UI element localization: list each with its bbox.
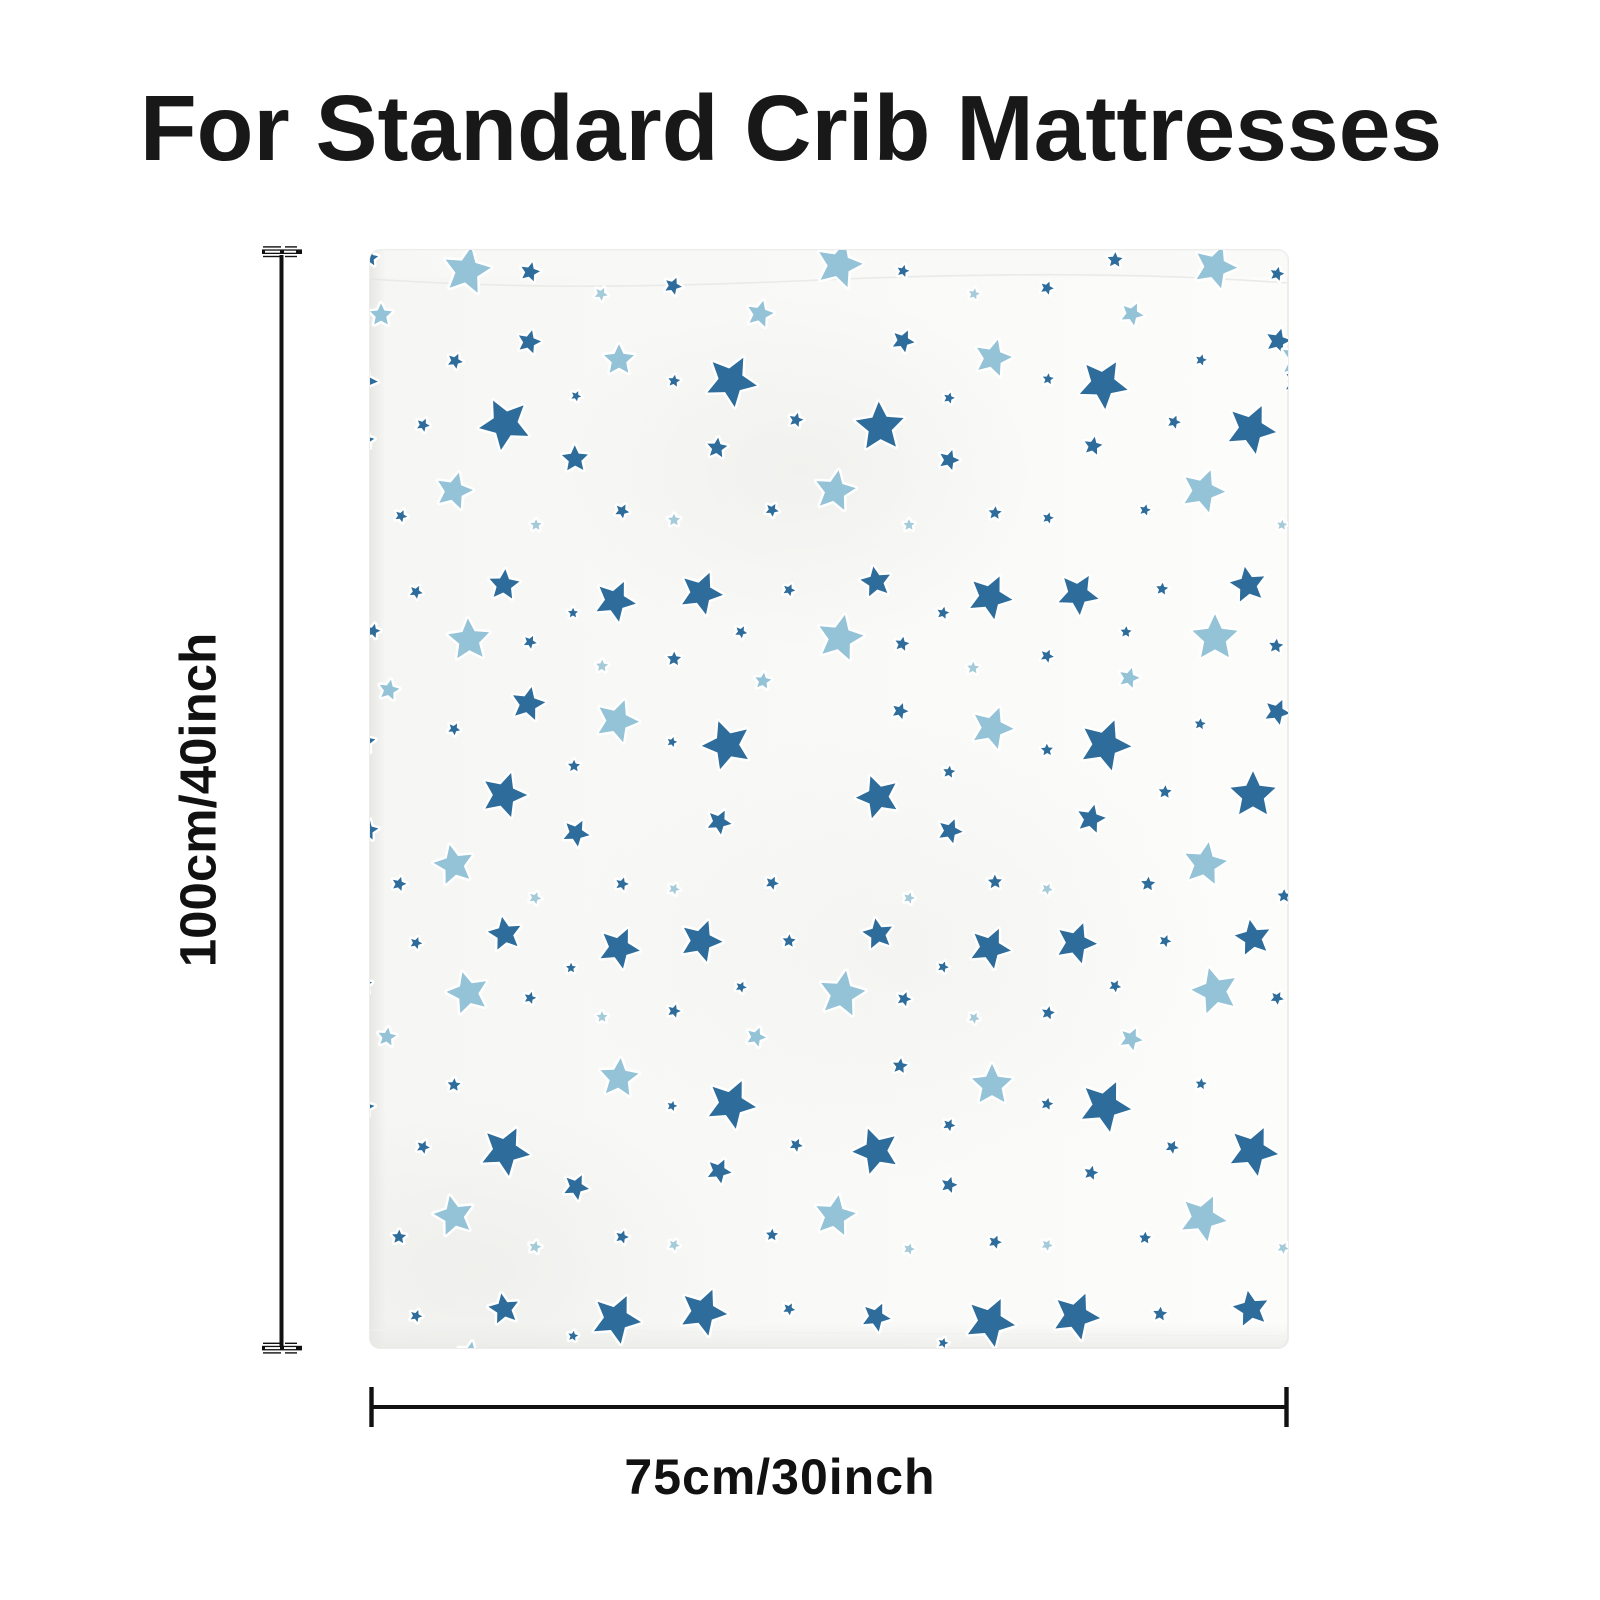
svg-text:75cm/30inch: 75cm/30inch [624,1449,935,1505]
svg-text:For Standard Crib Mattresses: For Standard Crib Mattresses [140,76,1442,180]
svg-text:100cm/40inch: 100cm/40inch [170,633,227,968]
